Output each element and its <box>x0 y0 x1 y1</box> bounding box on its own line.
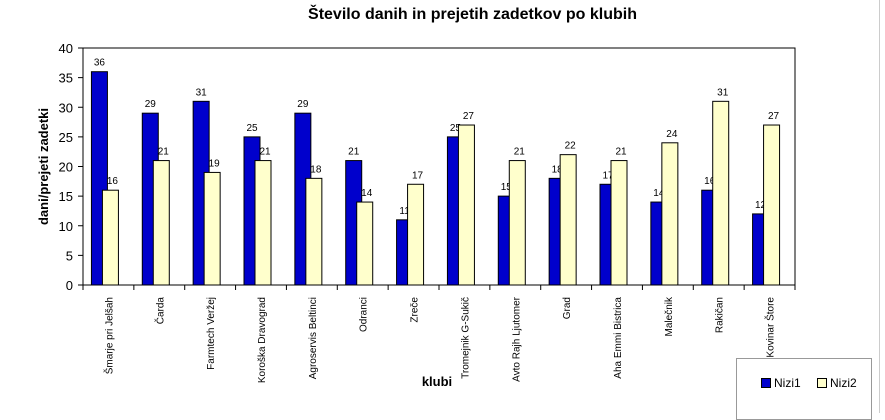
y-tick-label: 15 <box>59 189 73 204</box>
legend: Nizi1 Nizi2 <box>736 358 872 420</box>
y-axis-title: dani/prejeti zadetki <box>36 108 51 225</box>
x-tick-label: Koroška Dravograd <box>257 297 268 383</box>
legend-swatch-nizi2 <box>817 378 827 388</box>
legend-item-nizi1: Nizi1 <box>761 376 801 390</box>
y-tick-label: 40 <box>59 41 73 56</box>
data-label: 29 <box>297 99 309 110</box>
x-tick-label: Tromejnik G-Sukič <box>460 297 471 379</box>
data-label: 15 <box>501 182 513 193</box>
data-label: 36 <box>94 58 106 69</box>
x-tick-label: Rakičan <box>715 297 726 333</box>
data-label: 25 <box>246 123 258 134</box>
data-label: 18 <box>552 164 564 175</box>
bar-nizi2 <box>101 189 119 286</box>
data-label: 31 <box>717 87 729 98</box>
legend-label: Nizi2 <box>830 376 857 390</box>
data-label: 22 <box>565 141 577 152</box>
x-tick-label: Avto Rajh Ljutomer <box>511 296 522 382</box>
x-tick-label: Zreče <box>410 297 421 323</box>
x-tick-label: Agroservis Beltinci <box>308 297 319 379</box>
data-label: 17 <box>602 170 614 181</box>
x-tick-label: Šmarje pri Jelšah <box>102 297 115 374</box>
bar-nizi2 <box>763 124 781 286</box>
bar-nizi2 <box>254 160 272 286</box>
bar-nizi2 <box>610 160 628 286</box>
bar-nizi2 <box>203 171 221 286</box>
data-label: 14 <box>361 188 373 199</box>
bar-nizi2 <box>457 124 475 286</box>
x-tick-label: Aha Emmi Bistrica <box>613 297 624 379</box>
data-label: 19 <box>209 158 221 169</box>
data-label: 17 <box>412 170 424 181</box>
data-label: 11 <box>399 206 410 217</box>
legend-swatch-nizi1 <box>761 378 771 388</box>
chart-title: Število danih in prejetih zadetkov po kl… <box>308 6 637 23</box>
y-tick-label: 25 <box>59 130 73 145</box>
frame-border <box>879 0 880 413</box>
data-label: 27 <box>463 111 475 122</box>
bar-nizi2 <box>559 154 577 286</box>
x-tick-label: Grad <box>562 297 573 319</box>
x-tick-label: Odranci <box>359 297 370 332</box>
data-label: 21 <box>158 147 170 158</box>
x-tick-label: Malečnik <box>664 296 675 336</box>
data-label: 24 <box>666 129 678 140</box>
y-tick-label: 35 <box>59 71 73 86</box>
data-label: 16 <box>107 176 119 187</box>
data-label: 14 <box>653 188 665 199</box>
x-axis-title: klubi <box>422 374 452 389</box>
data-label: 21 <box>348 147 360 158</box>
data-label: 25 <box>450 123 462 134</box>
data-label: 21 <box>259 147 271 158</box>
y-tick-label: 10 <box>59 219 73 234</box>
data-label: 29 <box>145 99 157 110</box>
data-label: 27 <box>768 111 780 122</box>
y-tick-label: 30 <box>59 100 73 115</box>
bar-nizi2 <box>407 183 425 286</box>
y-tick-label: 20 <box>59 160 73 175</box>
plot-area <box>82 47 796 286</box>
bar-nizi2 <box>661 142 679 286</box>
bar-nizi2 <box>356 201 374 286</box>
data-label: 31 <box>196 87 208 98</box>
data-label: 21 <box>615 147 627 158</box>
bar-nizi2 <box>152 160 170 286</box>
y-tick-label: 0 <box>66 278 73 293</box>
x-tick-label: Farmtech Veržej <box>206 297 217 370</box>
data-label: 18 <box>310 164 322 175</box>
bar-nizi2 <box>712 100 730 286</box>
data-label: 16 <box>704 176 716 187</box>
y-tick-label: 5 <box>66 248 73 263</box>
legend-item-nizi2: Nizi2 <box>817 376 857 390</box>
data-label: 21 <box>514 147 526 158</box>
bar-nizi2 <box>305 177 323 286</box>
x-tick-label: Kovinar Štore <box>764 297 777 358</box>
bar-nizi2 <box>508 160 526 286</box>
x-tick-label: Čarda <box>153 297 166 325</box>
legend-label: Nizi1 <box>774 376 801 390</box>
data-label: 12 <box>755 200 767 211</box>
